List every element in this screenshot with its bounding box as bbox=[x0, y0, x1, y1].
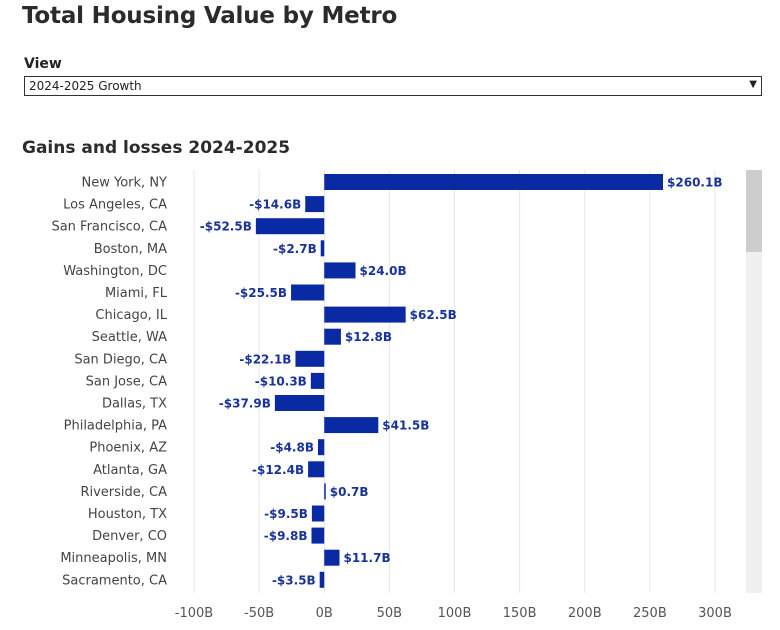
category-label: Phoenix, AZ bbox=[89, 441, 167, 456]
category-label: Boston, MA bbox=[94, 242, 167, 257]
bar bbox=[308, 461, 325, 478]
chevron-down-icon[interactable]: ▼ bbox=[749, 79, 757, 90]
data-label: $41.5B bbox=[382, 419, 429, 433]
data-label: -$12.4B bbox=[252, 463, 304, 477]
category-label: Chicago, IL bbox=[95, 308, 167, 323]
x-tick-label: 250B bbox=[633, 606, 667, 621]
scrollbar-track[interactable] bbox=[746, 170, 762, 593]
x-tick-label: 200B bbox=[568, 606, 602, 621]
bar bbox=[324, 483, 326, 500]
category-label: San Jose, CA bbox=[86, 374, 167, 389]
category-label: Los Angeles, CA bbox=[63, 198, 167, 213]
data-label: $12.8B bbox=[345, 330, 392, 344]
category-label: Miami, FL bbox=[105, 286, 168, 301]
bar bbox=[317, 439, 325, 456]
data-label: -$14.6B bbox=[249, 198, 301, 212]
view-select-value: 2024-2025 Growth bbox=[29, 79, 142, 93]
category-label: Dallas, TX bbox=[102, 397, 167, 412]
view-select[interactable]: 2024-2025 Growth ▼ bbox=[24, 76, 762, 96]
category-label: San Diego, CA bbox=[74, 352, 167, 367]
bar bbox=[324, 417, 379, 434]
data-label: -$52.5B bbox=[200, 220, 252, 234]
category-label: San Francisco, CA bbox=[51, 220, 167, 235]
data-label: -$10.3B bbox=[255, 374, 307, 388]
bar bbox=[311, 505, 325, 522]
category-label: Sacramento, CA bbox=[62, 573, 167, 588]
data-label: -$22.1B bbox=[239, 352, 291, 366]
bar bbox=[324, 262, 356, 279]
data-label: -$25.5B bbox=[235, 286, 287, 300]
view-label: View bbox=[24, 56, 62, 72]
data-label: -$9.8B bbox=[264, 529, 308, 543]
bar bbox=[295, 350, 325, 367]
data-label: $260.1B bbox=[667, 176, 722, 190]
data-label: -$9.5B bbox=[264, 507, 308, 521]
bar bbox=[310, 372, 325, 389]
category-label: New York, NY bbox=[82, 176, 168, 191]
x-tick-label: 300B bbox=[698, 606, 732, 621]
bar bbox=[274, 395, 325, 411]
category-label: Philadelphia, PA bbox=[64, 419, 167, 434]
chart-title: Gains and losses 2024-2025 bbox=[22, 138, 291, 158]
category-label: Washington, DC bbox=[63, 264, 167, 279]
x-tick-label: -50B bbox=[244, 606, 274, 621]
category-label: Houston, TX bbox=[88, 507, 167, 522]
x-tick-label: 100B bbox=[438, 606, 472, 621]
category-label: Riverside, CA bbox=[80, 485, 167, 500]
data-label: $62.5B bbox=[410, 308, 457, 322]
data-label: -$2.7B bbox=[273, 242, 317, 256]
bar bbox=[324, 306, 406, 323]
bar bbox=[305, 196, 325, 213]
category-label: Minneapolis, MN bbox=[60, 551, 167, 566]
page-title: Total Housing Value by Metro bbox=[22, 3, 398, 29]
data-label: -$3.5B bbox=[272, 573, 316, 587]
bar bbox=[311, 527, 325, 544]
bar bbox=[319, 571, 325, 588]
x-tick-label: 50B bbox=[377, 606, 402, 621]
data-label: $24.0B bbox=[360, 264, 407, 278]
bar bbox=[320, 240, 325, 257]
data-label: -$4.8B bbox=[270, 441, 314, 455]
bar bbox=[255, 218, 325, 235]
x-tick-label: -100B bbox=[175, 606, 213, 621]
scrollbar-thumb[interactable] bbox=[746, 170, 762, 252]
x-tick-label: 150B bbox=[503, 606, 537, 621]
x-tick-label: 0B bbox=[316, 606, 333, 621]
data-label: $11.7B bbox=[343, 551, 390, 565]
data-label: -$37.9B bbox=[219, 397, 271, 411]
bar bbox=[324, 549, 340, 566]
category-label: Seattle, WA bbox=[92, 330, 167, 345]
data-label: $0.7B bbox=[330, 485, 369, 499]
category-label: Atlanta, GA bbox=[93, 463, 167, 478]
bar bbox=[324, 328, 341, 345]
bar bbox=[324, 174, 664, 190]
bar bbox=[291, 284, 325, 301]
category-label: Denver, CO bbox=[92, 529, 167, 544]
